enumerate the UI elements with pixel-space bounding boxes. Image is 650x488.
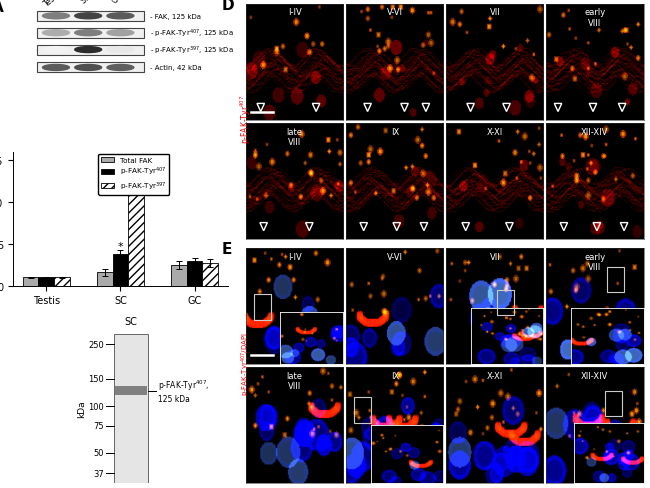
Ellipse shape — [75, 65, 101, 71]
Bar — [112, 254, 128, 286]
Text: A: A — [0, 0, 3, 15]
Bar — [114, 334, 148, 483]
Bar — [36, 29, 144, 39]
Text: E: E — [222, 242, 232, 257]
Bar — [128, 171, 144, 286]
Text: 37: 37 — [94, 469, 104, 478]
Legend: Total FAK, p-FAK-Tyr$^{407}$, p-FAK-Tyr$^{397}$: Total FAK, p-FAK-Tyr$^{407}$, p-FAK-Tyr$… — [98, 155, 170, 195]
Bar — [354, 398, 371, 423]
Bar — [171, 265, 187, 286]
Text: - FAK, 125 kDa: - FAK, 125 kDa — [150, 14, 202, 20]
Text: I-IV: I-IV — [288, 252, 302, 261]
Bar — [604, 391, 622, 416]
Text: XII-XIV: XII-XIV — [581, 371, 608, 380]
Ellipse shape — [107, 31, 134, 37]
Text: late
VIII: late VIII — [287, 127, 303, 147]
Bar — [97, 273, 112, 286]
Ellipse shape — [107, 65, 134, 71]
Bar — [38, 278, 54, 286]
Text: p-FAK-Tyr$^{407}$: p-FAK-Tyr$^{407}$ — [239, 95, 253, 144]
Ellipse shape — [107, 14, 134, 20]
Text: 75: 75 — [94, 421, 104, 430]
Text: 150: 150 — [88, 374, 104, 384]
Text: 250: 250 — [88, 340, 104, 349]
Text: VII: VII — [489, 252, 500, 261]
Bar — [254, 295, 272, 320]
Bar — [115, 386, 148, 395]
Text: kDa: kDa — [77, 400, 86, 418]
Bar — [202, 264, 218, 286]
Bar — [606, 267, 624, 293]
Text: *: * — [118, 241, 124, 251]
Ellipse shape — [107, 47, 134, 54]
Text: I-IV: I-IV — [288, 8, 302, 18]
Text: early
VIII: early VIII — [584, 8, 606, 28]
Ellipse shape — [75, 47, 101, 54]
Bar — [36, 45, 144, 56]
Ellipse shape — [42, 14, 70, 20]
Text: - p-FAK-Tyr$^{407}$, 125 kDa: - p-FAK-Tyr$^{407}$, 125 kDa — [150, 27, 234, 40]
Text: SC: SC — [125, 317, 138, 326]
Text: 100: 100 — [88, 402, 104, 411]
Text: VII: VII — [489, 8, 500, 18]
Ellipse shape — [42, 47, 70, 54]
Text: IX: IX — [391, 371, 399, 380]
Text: p-FAK-Tyr$^{407}$,
125 kDa: p-FAK-Tyr$^{407}$, 125 kDa — [158, 378, 209, 403]
Text: IX: IX — [391, 127, 399, 136]
Text: X-XI: X-XI — [487, 127, 503, 136]
Bar — [497, 290, 514, 316]
Text: XII-XIV: XII-XIV — [581, 127, 608, 136]
Text: **: ** — [132, 154, 142, 164]
Ellipse shape — [75, 31, 101, 37]
Text: V-VI: V-VI — [387, 252, 403, 261]
Ellipse shape — [42, 65, 70, 71]
Bar — [36, 12, 144, 22]
Text: X-XI: X-XI — [487, 371, 503, 380]
Bar — [187, 262, 202, 286]
Ellipse shape — [75, 14, 101, 20]
Text: V-VI: V-VI — [387, 8, 403, 18]
Text: p-FAK-Tyr$^{407}$/DAPI: p-FAK-Tyr$^{407}$/DAPI — [240, 332, 252, 395]
Text: - p-FAK-Tyr$^{397}$, 125 kDa: - p-FAK-Tyr$^{397}$, 125 kDa — [150, 44, 234, 57]
Bar — [54, 278, 70, 286]
Text: SC: SC — [79, 0, 92, 5]
Text: Testis: Testis — [42, 0, 64, 9]
Text: GC: GC — [111, 0, 125, 5]
Ellipse shape — [42, 31, 70, 37]
Bar — [36, 63, 144, 73]
Text: - Actin, 42 kDa: - Actin, 42 kDa — [150, 65, 202, 71]
Text: D: D — [222, 0, 235, 13]
Bar — [23, 278, 38, 286]
Text: late
VIII: late VIII — [287, 371, 303, 390]
Text: early
VIII: early VIII — [584, 252, 606, 271]
Text: 50: 50 — [94, 448, 104, 458]
